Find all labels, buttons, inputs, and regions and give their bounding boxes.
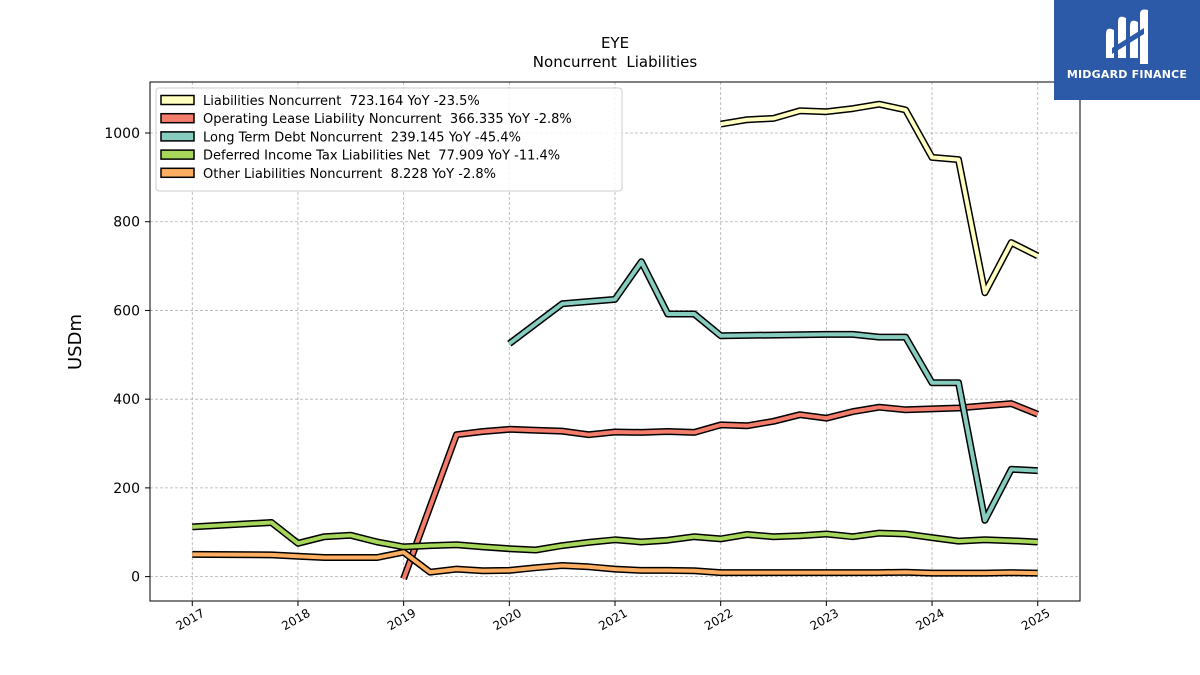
- series-line-1: [401, 401, 1039, 580]
- legend: Liabilities Noncurrent 723.164 YoY -23.5…: [155, 87, 623, 192]
- legend-swatch-3: [160, 149, 195, 160]
- series-line-2: [508, 259, 1038, 523]
- y-tick-label: 600: [113, 303, 140, 319]
- legend-swatch-0: [160, 94, 195, 106]
- x-tick-label: 2020: [491, 606, 524, 633]
- series-layer: [192, 100, 1040, 581]
- brand-name: MIDGARD FINANCE: [1066, 68, 1188, 81]
- brand-mark-icon: [1106, 9, 1148, 64]
- legend-box: [155, 87, 623, 192]
- legend-swatch-2: [160, 131, 195, 142]
- series-line-3: [192, 520, 1038, 552]
- brand-logo: MIDGARD FINANCE: [1054, 0, 1200, 100]
- legend-label-3: Deferred Income Tax Liabilities Net 77.9…: [203, 149, 560, 164]
- legend-label-2: Long Term Debt Noncurrent 239.145 YoY -4…: [203, 130, 521, 145]
- x-tick-label: 2025: [1019, 606, 1052, 633]
- x-tick-label: 2018: [279, 606, 312, 633]
- x-tick-label: 2021: [596, 606, 629, 633]
- chart-subtitle: Noncurrent Liabilities: [533, 53, 698, 71]
- x-tick-label: 2022: [702, 606, 735, 633]
- series-line-0: [720, 102, 1039, 295]
- legend-swatch-1: [160, 112, 195, 124]
- x-tick-label: 2017: [174, 606, 207, 633]
- chart-title: EYE: [601, 34, 629, 52]
- y-tick-label: 800: [113, 215, 140, 231]
- x-tick-label: 2019: [385, 606, 418, 633]
- series-line-4: [192, 550, 1038, 576]
- x-tick-label: 2024: [913, 606, 946, 633]
- y-tick-label: 400: [113, 392, 140, 408]
- legend-label-1: Operating Lease Liability Noncurrent 366…: [203, 112, 572, 127]
- y-tick-label: 1000: [104, 126, 140, 142]
- legend-label-4: Other Liabilities Noncurrent 8.228 YoY -…: [203, 167, 496, 182]
- legend-swatch-4: [160, 167, 195, 179]
- y-axis-label: USDm: [65, 314, 86, 370]
- y-tick-label: 200: [113, 481, 140, 497]
- x-tick-label: 2023: [808, 606, 841, 633]
- y-tick-label: 0: [131, 570, 140, 586]
- series-outline-0: [720, 100, 1040, 297]
- legend-label-0: Liabilities Noncurrent 723.164 YoY -23.5…: [203, 94, 480, 109]
